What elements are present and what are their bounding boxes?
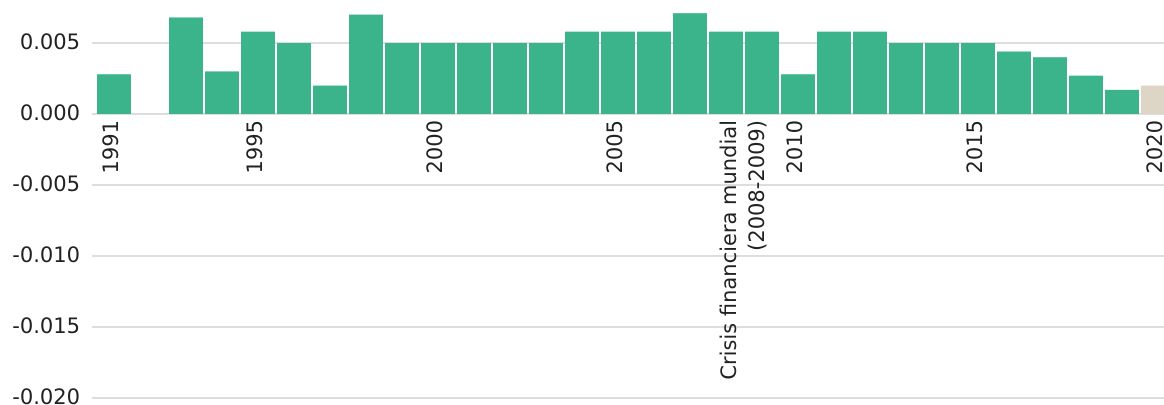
bar — [1141, 85, 1164, 114]
bar — [709, 31, 743, 114]
y-tick-label: 0.005 — [20, 30, 80, 54]
bar — [349, 14, 383, 115]
bar — [889, 43, 923, 114]
bar — [457, 43, 491, 114]
y-tick-label: -0.015 — [12, 314, 80, 338]
bar — [673, 13, 707, 114]
bar — [205, 71, 239, 114]
bar — [601, 31, 635, 114]
bar — [961, 43, 995, 114]
y-tick-label: -0.020 — [12, 385, 80, 405]
x-tick-label: 2020 — [1143, 120, 1164, 173]
y-tick-label: -0.005 — [12, 172, 80, 196]
bar — [997, 51, 1031, 114]
bar — [853, 31, 887, 114]
y-tick-label: 0.000 — [20, 101, 80, 125]
bar — [817, 31, 851, 114]
x-tick-label: 2005 — [603, 120, 627, 173]
bar — [97, 74, 131, 114]
bar — [925, 43, 959, 114]
bar — [313, 85, 347, 114]
annotation: Crisis financiera mundial — [717, 120, 741, 380]
bar — [1033, 57, 1067, 114]
x-tick-label: 2010 — [783, 120, 807, 173]
y-tick-label: -0.010 — [12, 243, 80, 267]
x-tick-label: 2015 — [963, 120, 987, 173]
bar — [493, 43, 527, 114]
bar — [385, 43, 419, 114]
x-tick-label: 1991 — [99, 120, 123, 173]
bar — [565, 31, 599, 114]
bar — [637, 31, 671, 114]
bar — [781, 74, 815, 114]
bar — [241, 31, 275, 114]
bar — [421, 43, 455, 114]
bar — [745, 31, 779, 114]
x-tick-label: 2000 — [423, 120, 447, 173]
bar — [529, 43, 563, 114]
bar — [1105, 89, 1139, 114]
x-tick-label: 1995 — [243, 120, 267, 173]
bar — [1069, 75, 1103, 114]
annotation: (2008-2009) — [745, 120, 769, 251]
bar — [169, 17, 203, 114]
bar — [277, 43, 311, 114]
